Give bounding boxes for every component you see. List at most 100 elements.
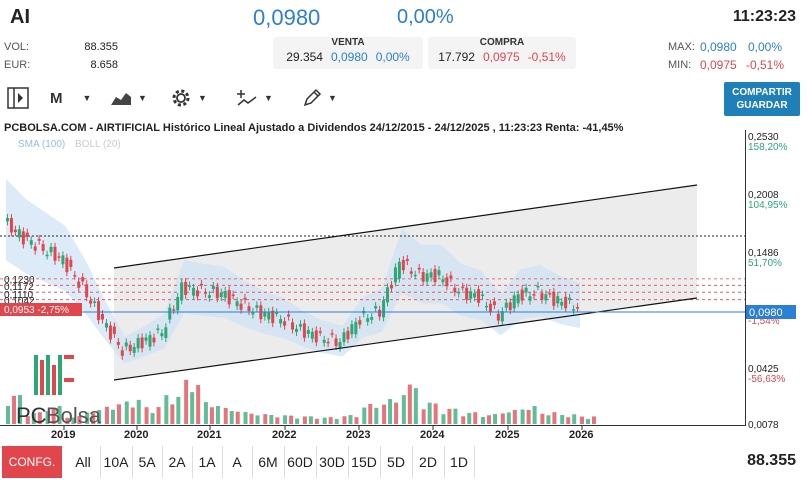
period-label: M xyxy=(50,89,63,107)
y-tick-label: 0,2530 xyxy=(748,132,779,143)
change-percent: 0,00% xyxy=(397,6,454,28)
indicators-icon xyxy=(237,90,257,106)
indicators-dropdown[interactable]: ▼ xyxy=(236,86,273,110)
candle-body xyxy=(492,301,496,306)
candle-body xyxy=(310,331,314,339)
candle-body xyxy=(354,321,358,335)
candle-body xyxy=(322,339,326,343)
volume-bar xyxy=(342,416,347,424)
volume-bar xyxy=(65,417,70,424)
candle-body xyxy=(215,286,219,299)
candle-body xyxy=(338,342,342,348)
compra-box: COMPRA 17.792 0,0975 -0,51% xyxy=(428,37,576,69)
candle-body xyxy=(227,290,231,305)
x-tick-label: 2023 xyxy=(346,429,370,441)
candle-body xyxy=(41,244,45,251)
bottom-axis-line xyxy=(0,425,746,426)
volume-bar xyxy=(130,407,135,424)
range-button-2d[interactable]: 2D xyxy=(412,446,445,478)
candle-body xyxy=(93,301,97,303)
range-button-15d[interactable]: 15D xyxy=(348,446,381,478)
volume-bar xyxy=(136,399,141,424)
volume-bar xyxy=(481,416,486,424)
volume-bar xyxy=(566,417,571,424)
gear-icon xyxy=(172,89,190,107)
candle-body xyxy=(409,271,413,274)
range-button-6m[interactable]: 6M xyxy=(252,446,285,478)
volume-bar xyxy=(580,416,584,424)
x-tick-label: 2022 xyxy=(272,429,296,441)
range-button-60d[interactable]: 60D xyxy=(284,446,317,478)
volume-bar xyxy=(209,407,214,424)
chevron-down-icon: ▼ xyxy=(138,93,147,103)
candle-body xyxy=(453,287,457,293)
range-button-2a[interactable]: 2A xyxy=(162,446,193,478)
max-pct: 0,00% xyxy=(748,40,783,54)
area-chart-icon xyxy=(111,93,131,105)
share-save-button[interactable]: COMPARTIR GUARDAR xyxy=(724,82,800,116)
volume-bar xyxy=(269,415,274,424)
bottom-bar: CONFG. All 10A 5A 2A 1A A 6M 60D 30D 15D 5D 2D 1D 88… xyxy=(0,446,808,483)
chevron-down-icon: ▼ xyxy=(82,93,92,103)
candle-body xyxy=(168,307,172,320)
save-label: GUARDAR xyxy=(736,100,788,111)
candle-body xyxy=(508,302,512,311)
candle-body xyxy=(389,284,393,289)
logo-pc: PC xyxy=(16,403,47,428)
config-button[interactable]: CONFG. xyxy=(2,446,62,478)
range-button-all[interactable]: All xyxy=(66,446,101,478)
volume-bar xyxy=(302,416,307,424)
range-button-1a[interactable]: 1A xyxy=(192,446,223,478)
compra-title: COMPRA xyxy=(479,37,525,48)
volume-bar xyxy=(540,413,545,424)
candle-body xyxy=(279,319,283,324)
volume-bar xyxy=(190,392,195,424)
candle-body xyxy=(449,275,453,279)
volume-bar xyxy=(176,396,181,424)
candle-body xyxy=(275,312,279,314)
candle-body xyxy=(267,311,271,320)
drawing-dropdown[interactable]: ▼ xyxy=(302,86,337,110)
sidebar-toggle-button[interactable] xyxy=(6,86,30,110)
chart-type-dropdown[interactable]: ▼ xyxy=(110,86,147,110)
volume-bar xyxy=(275,417,280,424)
compra-qty: 17.792 xyxy=(438,50,475,64)
candle-body xyxy=(544,294,548,301)
volume-bar xyxy=(110,409,115,424)
volume-bar xyxy=(51,408,56,424)
vol-value: 88.355 xyxy=(84,41,118,53)
range-button-30d[interactable]: 30D xyxy=(316,446,349,478)
candle-body xyxy=(334,338,338,347)
period-dropdown[interactable]: M ▼ xyxy=(50,86,91,110)
x-tick-label: 2024 xyxy=(420,429,445,441)
volume-bar xyxy=(427,402,432,424)
volume-bar xyxy=(546,415,551,424)
x-tick-label: 2025 xyxy=(495,429,519,441)
range-button-a[interactable]: A xyxy=(222,446,253,478)
left-level-label: 0,1110 xyxy=(4,290,34,301)
range-button-5a[interactable]: 5A xyxy=(132,446,163,478)
volume-bar xyxy=(97,410,102,424)
range-button-1d[interactable]: 1D xyxy=(444,446,475,478)
volume-bar xyxy=(215,405,220,424)
right-axis-line xyxy=(745,130,746,426)
candle-body xyxy=(536,285,540,288)
candle-body xyxy=(152,337,156,343)
candle-body xyxy=(366,318,370,322)
candle-body xyxy=(294,328,298,333)
current-price-tag xyxy=(746,305,796,319)
x-tick-label: 2021 xyxy=(197,429,221,441)
min-label: MIN: xyxy=(668,59,692,71)
min-price: 0,0975 xyxy=(700,58,737,72)
candle-body xyxy=(231,294,235,297)
volume-bar xyxy=(322,417,327,424)
range-button-10a[interactable]: 10A xyxy=(100,446,133,478)
candle-body xyxy=(382,300,386,318)
max-price: 0,0980 xyxy=(700,40,737,54)
price-chart[interactable]: SMA (100) BOLL (20) 0,1230 0,1172 0,1110… xyxy=(0,130,808,446)
settings-dropdown[interactable]: ▼ xyxy=(170,86,207,110)
candle-body xyxy=(401,259,405,271)
candle-body xyxy=(393,267,397,283)
range-button-5d[interactable]: 5D xyxy=(380,446,413,478)
candle-body xyxy=(496,313,500,321)
